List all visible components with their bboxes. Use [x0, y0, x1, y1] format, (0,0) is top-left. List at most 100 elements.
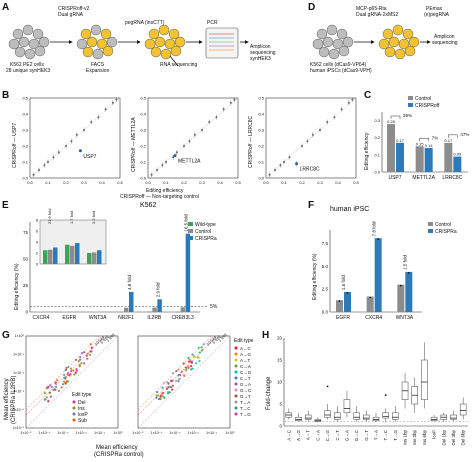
g-point [64, 368, 67, 372]
g-point [188, 358, 192, 361]
g-point [85, 354, 88, 357]
b-point [90, 121, 93, 123]
g-legend-right-label: G→C [240, 388, 252, 393]
e-legend-swatch [188, 236, 193, 240]
e-inset-ytick: 2 [36, 251, 39, 256]
c-bar [424, 148, 433, 172]
f-point [400, 284, 402, 287]
g-point [74, 371, 77, 374]
g-fold-label: 1 fold [105, 332, 115, 342]
e-inset-ytick: 8 [36, 218, 39, 223]
e-legend-label: CRISPRa [195, 236, 217, 242]
h-xtick: Ins 6bp [422, 430, 427, 445]
g-legend-right-label: A→G [240, 352, 252, 357]
g-point [83, 351, 86, 354]
e-inset-fold: 3.2 fold [91, 211, 96, 224]
h-box [430, 416, 438, 421]
g-point [175, 379, 178, 383]
g-point [78, 363, 81, 367]
b-point [111, 101, 114, 104]
cell-cluster-d-gray [312, 24, 354, 60]
f-legend-swatch [428, 222, 433, 226]
f-ylabel: Editing efficiency (%) [312, 253, 318, 300]
panel-letter-h: H [262, 330, 270, 341]
g-point [186, 365, 190, 368]
g-axes-0 [25, 335, 119, 429]
g-xlabel-2: (CRISPRa control) [94, 452, 144, 458]
b-point [75, 133, 78, 136]
f-ytick: 2.5 [322, 287, 329, 292]
cell-cluster-gray [8, 24, 50, 60]
label-d-cells2: human iPSCs (dCas9-VPH) [310, 68, 372, 74]
b-xtick: 0.5 [235, 180, 241, 185]
b-point [301, 145, 303, 147]
g-point [185, 368, 188, 371]
f-ytick: 7.5 [322, 241, 329, 246]
g-point [197, 356, 200, 359]
g-point [177, 380, 180, 383]
g-point [160, 393, 163, 397]
panel-letter-a: A [2, 2, 10, 13]
g-axes-1 [137, 335, 231, 429]
c-value-label: 0.14 [425, 143, 434, 148]
b-point [193, 133, 196, 136]
h-xtick: Del 1bp [441, 430, 446, 446]
b-point [188, 140, 191, 143]
b-point [172, 156, 175, 159]
g-fold-line [137, 335, 212, 410]
b-point [83, 129, 85, 131]
g-point [155, 396, 158, 399]
g-point [74, 358, 78, 362]
g-point [162, 391, 165, 394]
c-ylabel: Editing efficiency [364, 132, 370, 170]
e-ytick: 75 [23, 230, 29, 235]
g-point [43, 398, 46, 401]
g-legend-left-swatch [72, 406, 76, 410]
f-point [338, 300, 341, 302]
b-xtick: 0.5 [353, 180, 359, 185]
b-point [183, 145, 185, 147]
g-ytick: 1×10⁻¹ [13, 353, 25, 357]
g-point [88, 353, 92, 356]
b-ytick: 0.0 [140, 176, 146, 181]
e-ylabel: Editing efficiency (%) [14, 263, 20, 310]
e-bar [157, 299, 162, 312]
g-point [64, 382, 67, 385]
g-point [47, 399, 50, 402]
b-ylabel-3: CRISPRoff — LRRC8C [248, 115, 254, 168]
b-point [115, 98, 118, 101]
e-inset-bar [92, 252, 97, 264]
g-xtick: 1×10⁻⁵ [132, 431, 144, 435]
h-xtick: A→G [296, 430, 301, 442]
g-legend-right-swatch [234, 370, 238, 374]
e-legend-swatch [188, 222, 193, 226]
g-fold-line [137, 335, 231, 429]
b-diagonal-1 [147, 97, 239, 179]
b-xtick: 0.1 [163, 180, 169, 185]
g-point [54, 385, 58, 389]
panel-letter-f: F [308, 200, 315, 211]
f-bar [405, 271, 413, 312]
panel-letter-c: C [364, 90, 372, 101]
b-xtick: 0.3 [317, 180, 323, 185]
b-xtick: 0.4 [335, 180, 341, 185]
f-bar [344, 291, 351, 312]
g-fold-label: 5 fold [211, 334, 221, 344]
c-legend-label: Control [415, 96, 431, 102]
g-point [191, 367, 194, 370]
g-legend-right-label: C→G [240, 370, 252, 375]
panel-letter-e: E [2, 200, 9, 211]
e-inset-bar [87, 253, 92, 264]
b-gene-label: LRRC8C [300, 167, 320, 173]
panel-h-box-plot: 0 5 10 15 20 A→C A→G A→T C→A C→G C→T G→A G→C G→T T→A T→… [277, 336, 468, 446]
g-point [72, 369, 75, 372]
g-legend-right-swatch [234, 364, 238, 368]
g-point [171, 388, 174, 391]
f-bar [397, 284, 405, 312]
g-legend-left-swatch [72, 418, 76, 422]
g-point [90, 346, 93, 349]
g-point [189, 364, 193, 368]
cell-cluster-yellow-2 [144, 24, 186, 60]
h-ytick: 10 [277, 380, 283, 385]
